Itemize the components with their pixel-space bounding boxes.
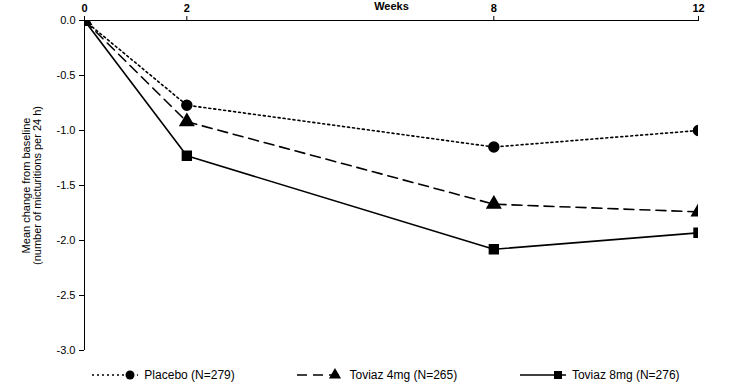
svg-text:-1.5: -1.5	[57, 179, 76, 191]
svg-text:2: 2	[184, 2, 190, 14]
svg-text:-1.0: -1.0	[57, 124, 76, 136]
svg-text:12: 12	[692, 2, 704, 14]
svg-text:Weeks: Weeks	[374, 0, 409, 12]
svg-text:-2.0: -2.0	[57, 234, 76, 246]
svg-text:-3.0: -3.0	[57, 344, 76, 356]
svg-text:0.0: 0.0	[60, 14, 75, 26]
svg-text:-0.5: -0.5	[57, 69, 76, 81]
html-text:Toviaz 4mg (N=265): Toviaz 4mg (N=265)	[349, 368, 458, 382]
svg-text:Mean change from baseline(numb: Mean change from baseline(number of mict…	[20, 106, 43, 265]
html-text:Placebo (N=279): Placebo (N=279)	[144, 368, 235, 382]
svg-text:8: 8	[491, 2, 497, 14]
html-text:Toviaz 8mg (N=276): Toviaz 8mg (N=276)	[571, 368, 680, 382]
svg-text:-2.5: -2.5	[57, 289, 76, 301]
svg-text:0: 0	[81, 2, 87, 14]
